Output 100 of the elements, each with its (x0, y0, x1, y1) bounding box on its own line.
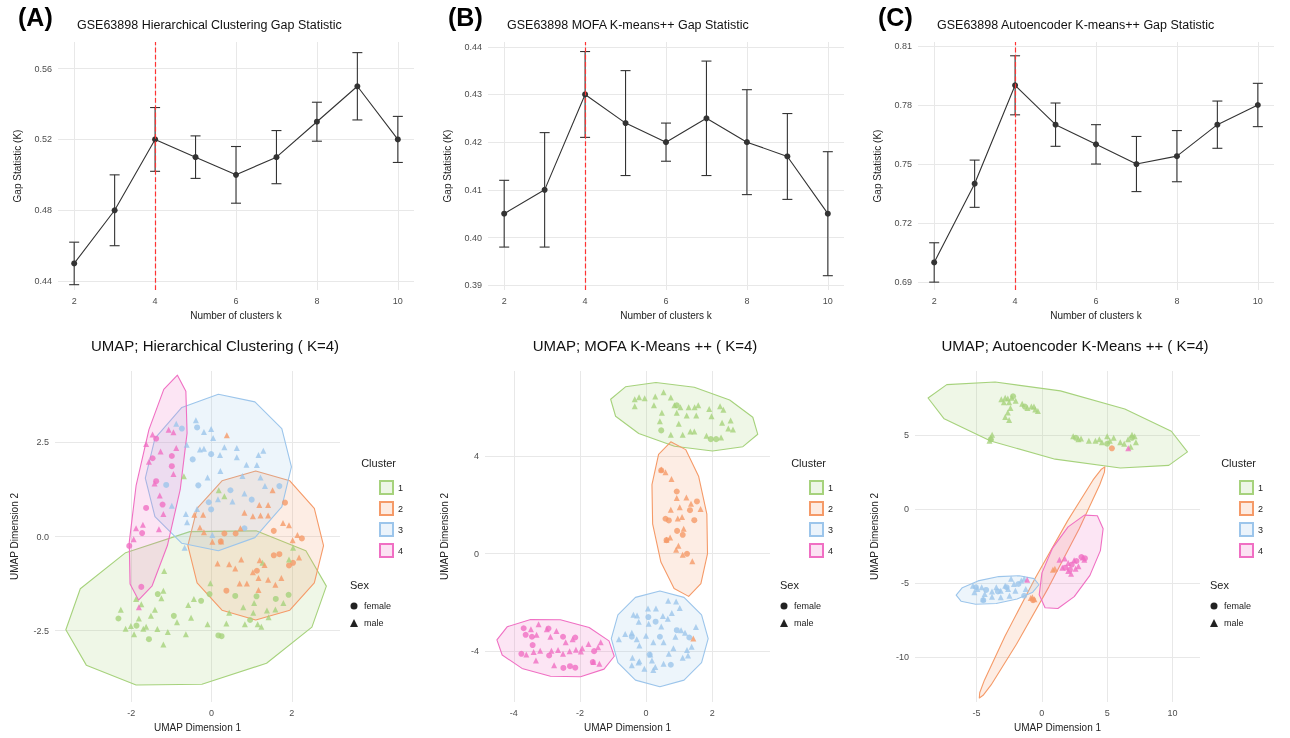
x-tick-label: 8 (744, 295, 750, 306)
legend-title: Cluster (1221, 456, 1257, 469)
x-tick-label: 8 (1174, 295, 1180, 306)
point (253, 593, 260, 600)
text: Sex (1210, 579, 1230, 591)
point (1173, 153, 1180, 160)
point (276, 483, 283, 490)
point (707, 436, 714, 443)
point (208, 451, 215, 458)
point (270, 552, 277, 559)
point (667, 661, 674, 668)
chart-title: GSE63898 Hierarchical Clustering Gap Statistic (77, 17, 342, 32)
point (221, 530, 228, 537)
x-axis-title: UMAP Dimension 1 (583, 721, 672, 733)
legend-label: 1 (827, 482, 834, 493)
point (824, 210, 831, 217)
x-tick-label: 5 (1104, 707, 1110, 718)
x-tick-label: 6 (663, 295, 669, 306)
y-tick-label: 0.40 (464, 232, 482, 243)
point (126, 542, 133, 549)
point (784, 153, 791, 160)
chart-title: GSE63898 MOFA K-means++ Gap Statistic (507, 17, 749, 32)
x-tick-label: 6 (233, 295, 239, 306)
point (233, 171, 239, 178)
point (394, 136, 401, 143)
chart-title: UMAP; MOFA K-Means ++ ( K=4) (532, 337, 758, 354)
x-tick-label: 0 (643, 707, 649, 718)
point (276, 551, 283, 558)
legend-label: 3 (397, 524, 404, 535)
point (159, 501, 166, 508)
point (572, 664, 579, 671)
point (931, 259, 938, 266)
point (684, 550, 691, 557)
point (139, 530, 146, 537)
point (656, 633, 663, 640)
point (1093, 141, 1099, 148)
text: Sex (350, 579, 370, 591)
point (673, 488, 680, 495)
x-tick-label: 2 (709, 707, 715, 718)
point (270, 527, 277, 534)
point (198, 597, 205, 604)
point (138, 583, 145, 590)
point (194, 424, 201, 431)
point (170, 612, 177, 619)
y-axis-title: Gap Statistic (K) (871, 129, 883, 203)
point (290, 559, 297, 566)
y-tick-label: 0.44 (464, 41, 482, 52)
point (686, 507, 693, 514)
legend-label: 2 (397, 503, 404, 514)
chart-title: UMAP; Autoencoder K-Means ++ ( K=4) (941, 337, 1209, 354)
point (1254, 101, 1261, 108)
y-axis-title: UMAP Dimension 2 (868, 492, 880, 581)
point (663, 139, 669, 146)
point (566, 663, 573, 670)
y-tick-label: 2.5 (36, 437, 49, 448)
point (652, 618, 659, 625)
y-axis-title: UMAP Dimension 2 (8, 492, 20, 581)
point (115, 615, 122, 622)
y-axis-title: UMAP Dimension 2 (438, 492, 450, 581)
point (354, 83, 361, 90)
point (154, 591, 161, 598)
y-tick-label: 0.81 (894, 40, 912, 51)
y-tick-label: 0.44 (34, 276, 52, 287)
point (693, 498, 700, 505)
x-axis-title: Number of clusters k (1050, 309, 1143, 321)
y-tick-label: 0.75 (894, 159, 912, 170)
point (272, 595, 279, 602)
point (658, 427, 665, 434)
legend-title: Cluster (791, 456, 827, 469)
y-axis-title: Gap Statistic (K) (11, 129, 23, 203)
x-axis-title: UMAP Dimension 1 (153, 721, 242, 733)
point (743, 139, 750, 146)
y-tick-label: 0.69 (894, 277, 912, 288)
x-tick-label: 0 (1039, 707, 1045, 718)
x-tick-label: 4 (152, 295, 158, 306)
legend-label: 2 (827, 503, 834, 514)
y-tick-label: 0.48 (34, 205, 52, 216)
legend-title: Cluster (361, 456, 397, 469)
y-tick-label: 4 (473, 451, 479, 462)
point (522, 631, 529, 638)
point (253, 567, 260, 574)
point (149, 455, 156, 462)
point (713, 436, 720, 443)
y-tick-label: 0 (473, 548, 479, 559)
point (168, 453, 175, 460)
text: (A) (18, 2, 53, 31)
point (645, 614, 652, 621)
point (247, 617, 254, 623)
y-axis-title: Gap Statistic (K) (441, 129, 453, 203)
point (286, 562, 293, 569)
point (679, 531, 686, 538)
point (528, 633, 535, 640)
legend-label: 1 (397, 482, 404, 493)
x-tick-label: 2 (501, 295, 507, 306)
chart-title: GSE63898 Autoencoder K-means++ Gap Statistic (937, 17, 1215, 32)
text: (B) (448, 2, 483, 31)
y-tick-label: 0.56 (34, 63, 52, 74)
x-tick-label: 0 (209, 707, 215, 718)
y-tick-label: -4 (470, 645, 479, 656)
text: male (364, 617, 384, 628)
